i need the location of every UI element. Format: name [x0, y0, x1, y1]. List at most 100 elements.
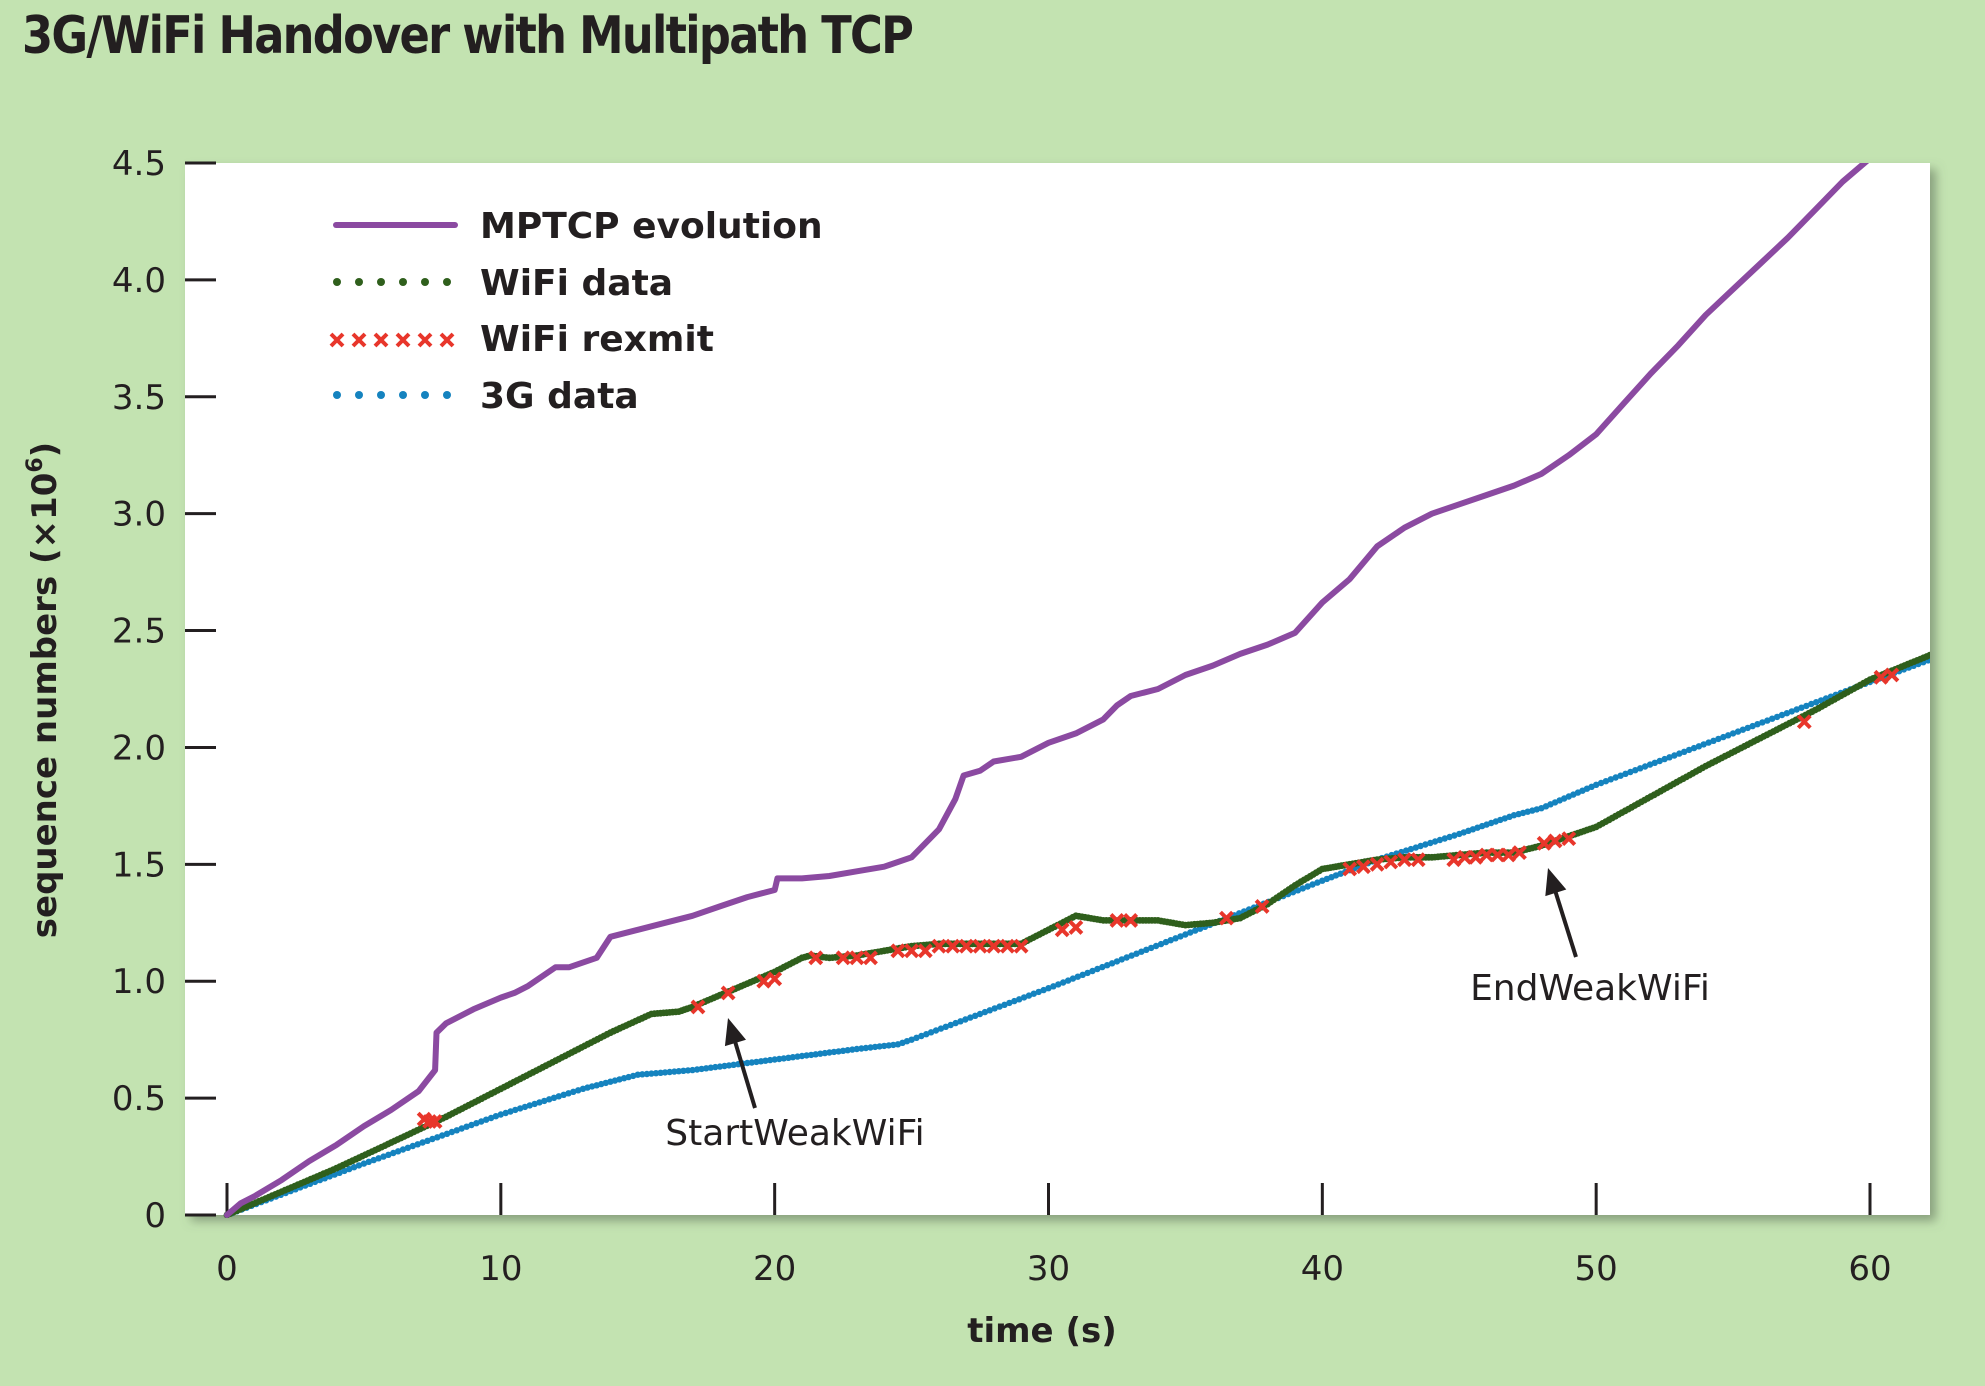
y-tick-label: 2.5 [112, 612, 166, 652]
3g-data-point [1754, 721, 1761, 728]
annotation-arrow-shaft [730, 1033, 757, 1109]
3g-data-point [1817, 697, 1825, 704]
wifi-rexmit-marker [863, 950, 878, 966]
3g-data-point [555, 1093, 562, 1100]
3g-data-point [1182, 931, 1189, 938]
3g-data-point [1016, 996, 1023, 1003]
3g-data-point [1192, 927, 1199, 934]
legend-swatch-dot [377, 278, 385, 286]
3g-data-point [1001, 1001, 1008, 1008]
3g-data-point [1025, 992, 1033, 999]
3g-data-point [1089, 967, 1096, 975]
legend-label: WiFi data [480, 263, 673, 304]
3g-data-point [1597, 779, 1605, 787]
x-tick-label: 0 [216, 1249, 238, 1289]
3g-data-point [1632, 767, 1639, 774]
y-tick-label: 1.5 [112, 845, 166, 885]
3g-data-point [957, 1018, 964, 1025]
3g-data-point [560, 1091, 567, 1099]
3g-data-point [526, 1102, 533, 1109]
3g-data-point [1050, 983, 1057, 990]
3g-data-point [927, 1029, 935, 1036]
3g-data-point [1622, 770, 1629, 777]
wifi-rexmit-marker [690, 999, 706, 1015]
legend-swatch-dot [443, 391, 451, 399]
3g-data-point [942, 1023, 949, 1030]
wifi-rexmit-marker [1123, 913, 1139, 928]
3g-data-point [1128, 952, 1135, 959]
3g-data-point [1133, 950, 1140, 957]
3g-data-point [375, 1155, 382, 1162]
3g-data-point [458, 1125, 465, 1132]
3g-data-point [341, 1167, 348, 1175]
legend-swatch-dot [333, 278, 341, 286]
3g-data-point [531, 1100, 538, 1108]
wifi-rexmit-marker [1342, 861, 1358, 877]
3g-data-point [409, 1142, 416, 1150]
wifi-rexmit-marker [1410, 852, 1426, 868]
3g-data-point [1177, 933, 1184, 940]
3g-data-point [1798, 704, 1805, 711]
3g-data-point [996, 1003, 1003, 1010]
3g-data-point [550, 1094, 558, 1102]
3g-data-point [350, 1164, 358, 1171]
chart-title: 3G/WiFi Handover with Multipath TCP [22, 6, 914, 66]
3g-data-point [1734, 728, 1742, 735]
3g-data-point [918, 1032, 925, 1040]
3g-data-point [346, 1165, 353, 1173]
x-axis-title: time (s) [967, 1311, 1117, 1351]
x-tick-label: 10 [479, 1249, 522, 1289]
3g-data-point [1040, 986, 1047, 994]
wifi-rexmit-marker [1512, 845, 1527, 861]
3g-data-point [1710, 737, 1717, 744]
3g-data-point [1436, 836, 1444, 844]
3g-data-point [1808, 700, 1815, 708]
legend-swatch-cross [329, 332, 345, 348]
3g-data-point [967, 1014, 974, 1021]
legend-label: MPTCP evolution [480, 206, 823, 247]
3g-data-point [1094, 965, 1101, 973]
3g-data-point [355, 1162, 363, 1169]
y-tick-label: 0.5 [112, 1079, 166, 1119]
x-tick-label: 60 [1848, 1249, 1891, 1289]
3g-data-point [1157, 940, 1165, 948]
3g-data-point [1167, 937, 1174, 944]
legend-label: WiFi rexmit [480, 319, 714, 360]
wifi-rexmit-marker [1355, 859, 1371, 875]
3g-data-point [1148, 944, 1155, 952]
3g-data-point [1417, 842, 1424, 850]
3g-data-point [1304, 883, 1311, 890]
3g-data-point [1671, 752, 1678, 759]
3g-data-point [331, 1171, 338, 1178]
series-mptcp-evolution [224, 163, 1870, 1218]
3g-data-point [1045, 985, 1052, 992]
3g-data-point [399, 1146, 407, 1153]
3g-data-point [1764, 717, 1771, 724]
wifi-rexmit-marker [1547, 833, 1563, 849]
3g-data-point [1612, 774, 1619, 781]
3g-data-point [680, 1067, 687, 1075]
3g-data-point [913, 1034, 920, 1042]
3g-data-point [1627, 768, 1634, 776]
3g-data-point [541, 1097, 548, 1105]
annotation-arrow-shaft [1551, 883, 1578, 958]
legend-entry: 3G data [333, 376, 639, 417]
wifi-rexmit-marker [1873, 669, 1889, 685]
wifi-rexmit-marker [427, 1114, 443, 1129]
wifi-rexmit-marker [1369, 856, 1385, 872]
3g-data-point [507, 1108, 514, 1115]
3g-data-point [1739, 726, 1747, 733]
wifi-rexmit-marker [767, 971, 783, 987]
legend-swatch-cross [439, 332, 455, 348]
3g-data-point [1641, 763, 1649, 770]
3g-data-point [487, 1114, 495, 1122]
3g-data-point [1695, 743, 1703, 750]
3g-data-point [502, 1109, 509, 1117]
3g-data-point [1187, 929, 1194, 936]
3g-data-point [443, 1130, 451, 1138]
3g-data-point [1617, 772, 1624, 779]
annotation-label: StartWeakWiFi [665, 1113, 924, 1154]
3g-data-point [1720, 733, 1727, 741]
3g-data-point [1759, 719, 1766, 726]
3g-data-point [1788, 708, 1796, 715]
